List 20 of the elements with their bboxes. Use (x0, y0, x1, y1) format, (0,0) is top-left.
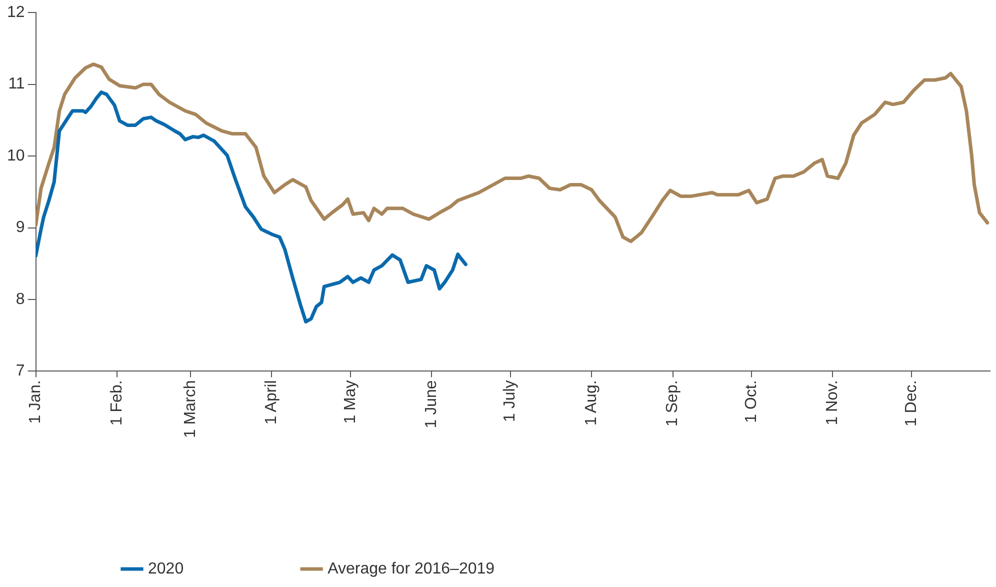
x-tick-label: 1 May (342, 380, 359, 424)
x-tick-label: 1 Nov. (824, 380, 842, 426)
x-tick-label: 1 Jan. (27, 380, 44, 424)
legend-label: Average for 2016–2019 (328, 560, 495, 578)
x-tick-label: 1 Oct. (742, 380, 760, 423)
y-tick-label: 7 (16, 362, 25, 380)
y-tick-label: 8 (16, 290, 25, 308)
x-tick-label: 1 July (502, 380, 519, 422)
x-tick-label: 1 Aug. (582, 380, 600, 426)
y-tick-label: 9 (16, 219, 25, 236)
x-tick-label: 1 Sep. (664, 380, 682, 426)
x-tick-label: 1 Feb. (108, 380, 126, 426)
y-tick-label: 11 (8, 76, 25, 93)
x-tick-label: 1 Dec. (902, 380, 920, 426)
x-tick-label: 1 March (182, 380, 199, 438)
x-tick-label: 1 June (423, 380, 440, 428)
y-tick-label: 12 (7, 4, 25, 22)
legend-label: 2020 (148, 560, 184, 578)
x-tick-label: 1 April (263, 380, 280, 425)
y-tick-label: 10 (7, 147, 25, 164)
